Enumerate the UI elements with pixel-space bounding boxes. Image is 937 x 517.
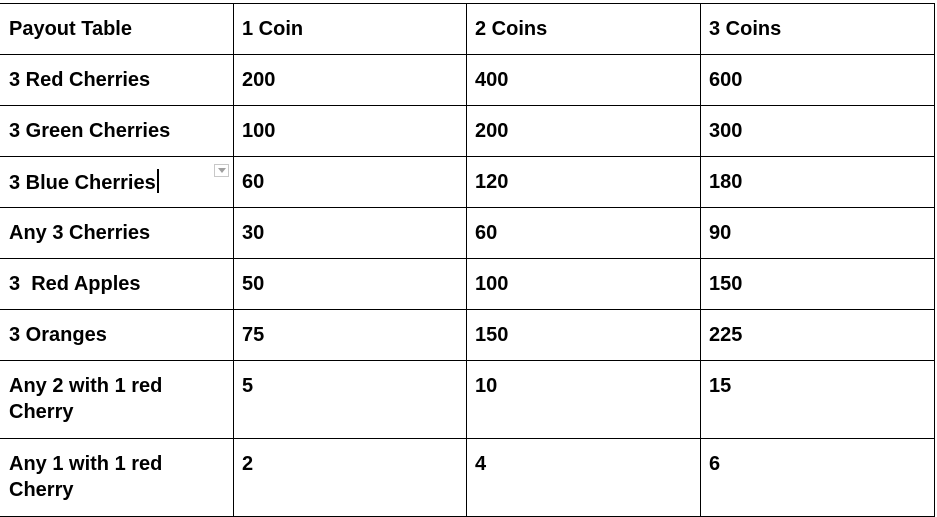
table-header-row: Payout Table 1 Coin 2 Coins 3 Coins bbox=[0, 3, 935, 55]
row-label-cell[interactable]: Any 3 Cherries bbox=[0, 207, 234, 259]
payout-3-coins-cell[interactable]: 90 bbox=[700, 207, 935, 259]
row-label-cell[interactable]: Any 1 with 1 red Cherry bbox=[0, 438, 234, 517]
payout-2-coins-cell[interactable]: 120 bbox=[466, 156, 701, 208]
table-row: Any 2 with 1 red Cherry 5 10 15 bbox=[0, 360, 935, 439]
table-row: Any 1 with 1 red Cherry 2 4 6 bbox=[0, 438, 935, 517]
payout-2-coins-cell[interactable]: 150 bbox=[466, 309, 701, 361]
row-label-cell[interactable]: 3 Red Cherries bbox=[0, 54, 234, 106]
payout-1-coin-cell[interactable]: 100 bbox=[233, 105, 467, 157]
row-label-cell[interactable]: 3 Green Cherries bbox=[0, 105, 234, 157]
table-row: 3 Oranges 75 150 225 bbox=[0, 309, 935, 361]
table-row: 3 Red Cherries 200 400 600 bbox=[0, 54, 935, 106]
row-label-cell[interactable]: 3 Red Apples bbox=[0, 258, 234, 310]
row-label-cell[interactable]: Any 2 with 1 red Cherry bbox=[0, 360, 234, 439]
payout-2-coins-cell[interactable]: 10 bbox=[466, 360, 701, 439]
table-row: Any 3 Cherries 30 60 90 bbox=[0, 207, 935, 259]
table-row: 3 Green Cherries 100 200 300 bbox=[0, 105, 935, 157]
header-cell-3-coins[interactable]: 3 Coins bbox=[700, 3, 935, 55]
row-label-cell[interactable]: 3 Oranges bbox=[0, 309, 234, 361]
payout-3-coins-cell[interactable]: 6 bbox=[700, 438, 935, 517]
table-row: 3 Red Apples 50 100 150 bbox=[0, 258, 935, 310]
payout-2-coins-cell[interactable]: 400 bbox=[466, 54, 701, 106]
header-cell-label[interactable]: Payout Table bbox=[0, 3, 234, 55]
payout-1-coin-cell[interactable]: 30 bbox=[233, 207, 467, 259]
payout-3-coins-cell[interactable]: 180 bbox=[700, 156, 935, 208]
payout-1-coin-cell[interactable]: 75 bbox=[233, 309, 467, 361]
text-cursor bbox=[156, 169, 159, 193]
payout-3-coins-cell[interactable]: 225 bbox=[700, 309, 935, 361]
payout-2-coins-cell[interactable]: 60 bbox=[466, 207, 701, 259]
table-row: 3 Blue Cherries 60 120 180 bbox=[0, 156, 935, 208]
payout-3-coins-cell[interactable]: 300 bbox=[700, 105, 935, 157]
payout-3-coins-cell[interactable]: 600 bbox=[700, 54, 935, 106]
header-cell-1-coin[interactable]: 1 Coin bbox=[233, 3, 467, 55]
payout-1-coin-cell[interactable]: 200 bbox=[233, 54, 467, 106]
payout-2-coins-cell[interactable]: 200 bbox=[466, 105, 701, 157]
payout-3-coins-cell[interactable]: 150 bbox=[700, 258, 935, 310]
payout-2-coins-cell[interactable]: 100 bbox=[466, 258, 701, 310]
payout-1-coin-cell[interactable]: 2 bbox=[233, 438, 467, 517]
payout-1-coin-cell[interactable]: 50 bbox=[233, 258, 467, 310]
row-label-text: 3 Blue Cherries bbox=[9, 172, 156, 194]
row-label-cell-active[interactable]: 3 Blue Cherries bbox=[0, 156, 234, 208]
payout-table: Payout Table 1 Coin 2 Coins 3 Coins 3 Re… bbox=[0, 3, 935, 517]
cell-menu-dropdown-icon[interactable] bbox=[214, 164, 229, 177]
payout-2-coins-cell[interactable]: 4 bbox=[466, 438, 701, 517]
header-cell-2-coins[interactable]: 2 Coins bbox=[466, 3, 701, 55]
payout-1-coin-cell[interactable]: 60 bbox=[233, 156, 467, 208]
payout-3-coins-cell[interactable]: 15 bbox=[700, 360, 935, 439]
payout-1-coin-cell[interactable]: 5 bbox=[233, 360, 467, 439]
